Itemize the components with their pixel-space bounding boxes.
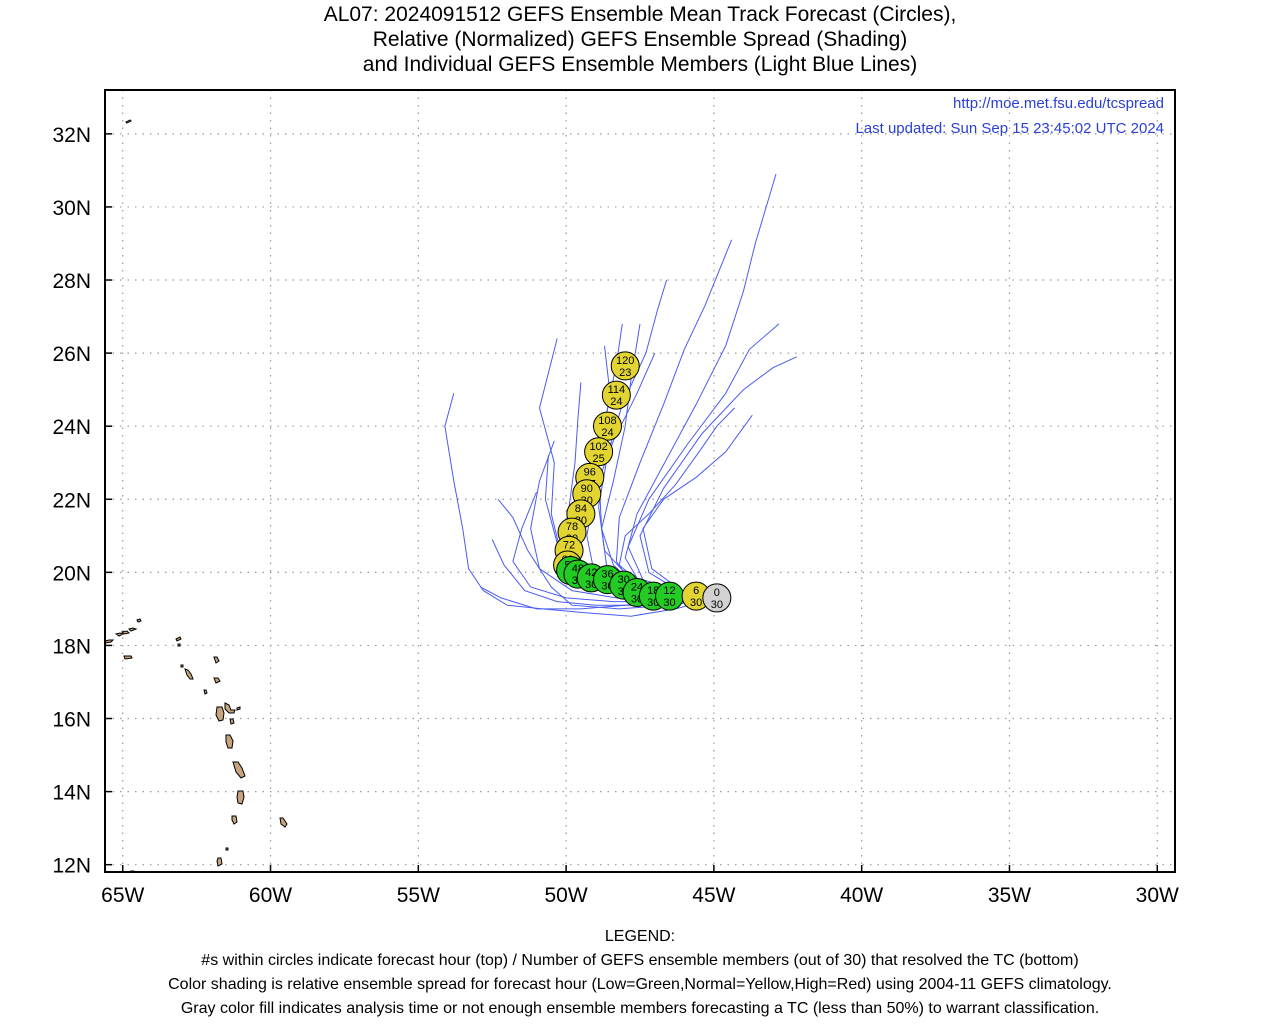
legend-line-3: Gray color fill indicates analysis time … <box>180 1000 1100 1017</box>
legend-line-1: #s within circles indicate forecast hour… <box>201 952 1079 969</box>
title-line-2: Relative (Normalized) GEFS Ensemble Spre… <box>372 28 908 51</box>
circle-members-label: 30 <box>690 597 702 609</box>
circle-marker <box>702 583 732 613</box>
circle-hour-label: 6 <box>693 585 699 597</box>
y-tick-label: 24N <box>52 416 91 439</box>
circle-hour-label: 114 <box>608 384 626 396</box>
x-tick-label: 35W <box>988 884 1031 907</box>
y-tick-label: 22N <box>52 489 91 512</box>
title-line-1: AL07: 2024091512 GEFS Ensemble Mean Trac… <box>323 3 957 26</box>
circle-members-label: 30 <box>711 599 723 611</box>
circle-marker <box>601 380 631 410</box>
x-tick-label: 40W <box>840 884 883 907</box>
circle-hour-label: 102 <box>589 441 607 453</box>
y-axis: 12N 14N 16N 18N 20N 22N 24N 26N 28N 30N 32N <box>52 124 112 878</box>
circle-hour-label: 12 <box>663 585 675 597</box>
x-tick-label: 50W <box>545 884 588 907</box>
plot-frame <box>104 89 1176 873</box>
x-axis: 65W 60W 55W 50W 45W 40W 35W 30W <box>101 865 1179 907</box>
circle-hour-label: 78 <box>566 521 578 533</box>
circle-hour-label: 36 <box>601 569 613 581</box>
track-map: 1202311424108241022596279030843078307230… <box>52 89 1179 907</box>
circle-hour-label: 96 <box>584 466 596 478</box>
legend: LEGEND: #s within circles indicate forec… <box>0 925 1280 1021</box>
circle-marker <box>610 351 640 381</box>
x-tick-label: 45W <box>692 884 735 907</box>
legend-heading: LEGEND: <box>604 928 676 945</box>
circle-hour-label: 90 <box>581 483 593 495</box>
circle-hour-label: 72 <box>563 539 575 551</box>
circle-hour-label: 84 <box>575 503 587 515</box>
ensemble-member-track <box>444 393 718 617</box>
mean-track-circle: 030 <box>702 583 732 613</box>
legend-line-2: Color shading is relative ensemble sprea… <box>168 976 1112 993</box>
circle-marker <box>584 437 614 467</box>
circle-members-label: 25 <box>592 453 604 465</box>
circle-hour-label: 0 <box>714 587 720 599</box>
y-tick-label: 14N <box>52 782 91 805</box>
circle-members-label: 24 <box>610 396 622 408</box>
circle-marker <box>592 411 622 441</box>
circle-hour-label: 120 <box>616 355 634 367</box>
lesser-antilles-land <box>104 119 288 873</box>
circle-members-label: 23 <box>619 367 631 379</box>
mean-track-circle: 630 <box>681 581 711 611</box>
y-tick-label: 32N <box>52 124 91 147</box>
x-tick-label: 65W <box>101 884 144 907</box>
y-tick-label: 20N <box>52 562 91 585</box>
y-tick-label: 28N <box>52 270 91 293</box>
x-tick-label: 60W <box>249 884 292 907</box>
grid-lines <box>105 90 1175 872</box>
y-tick-label: 12N <box>52 855 91 878</box>
x-tick-label: 55W <box>397 884 440 907</box>
circle-hour-label: 108 <box>598 415 616 427</box>
y-tick-label: 26N <box>52 343 91 366</box>
y-tick-label: 30N <box>52 197 91 220</box>
circle-members-label: 30 <box>663 597 675 609</box>
mean-track-circles: 1202311424108241022596279030843078307230… <box>553 351 732 613</box>
title-line-3: and Individual GEFS Ensemble Members (Li… <box>362 53 918 76</box>
y-tick-label: 16N <box>52 709 91 732</box>
last-updated: Last updated: Sun Sep 15 23:45:02 UTC 20… <box>855 120 1164 137</box>
circle-members-label: 24 <box>601 427 613 439</box>
y-tick-label: 18N <box>52 635 91 658</box>
plot-background <box>105 90 1175 872</box>
chart-title: AL07: 2024091512 GEFS Ensemble Mean Trac… <box>0 2 1280 77</box>
source-url[interactable]: http://moe.met.fsu.edu/tcspread <box>953 95 1164 112</box>
x-tick-label: 30W <box>1136 884 1179 907</box>
